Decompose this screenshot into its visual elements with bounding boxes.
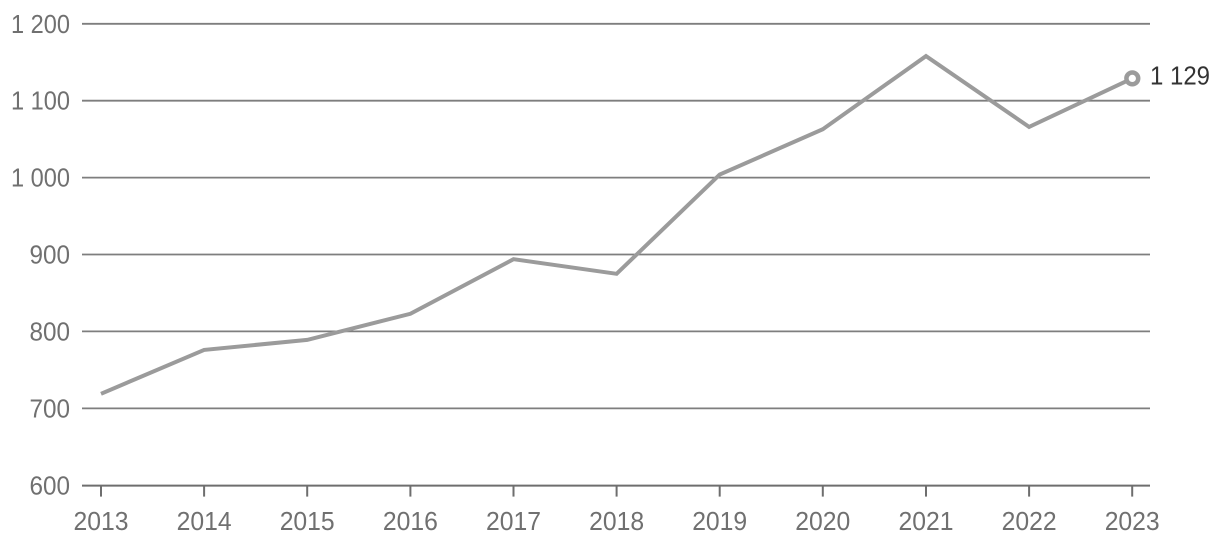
svg-text:2015: 2015 [280, 506, 335, 536]
svg-text:2021: 2021 [899, 506, 954, 536]
svg-text:1 129: 1 129 [1150, 61, 1210, 91]
svg-text:2022: 2022 [1002, 506, 1057, 536]
svg-text:2020: 2020 [795, 506, 850, 536]
svg-text:1 200: 1 200 [11, 9, 70, 39]
svg-text:800: 800 [30, 316, 71, 346]
svg-text:1 000: 1 000 [11, 163, 70, 193]
svg-text:2017: 2017 [486, 506, 541, 536]
svg-text:2013: 2013 [74, 506, 129, 536]
svg-text:600: 600 [30, 470, 71, 500]
svg-text:900: 900 [30, 240, 71, 270]
svg-text:1 100: 1 100 [11, 86, 70, 116]
svg-text:2014: 2014 [177, 506, 232, 536]
svg-text:2016: 2016 [383, 506, 438, 536]
svg-text:2018: 2018 [589, 506, 644, 536]
svg-text:700: 700 [30, 393, 71, 423]
svg-text:2019: 2019 [692, 506, 747, 536]
svg-text:2023: 2023 [1105, 506, 1160, 536]
